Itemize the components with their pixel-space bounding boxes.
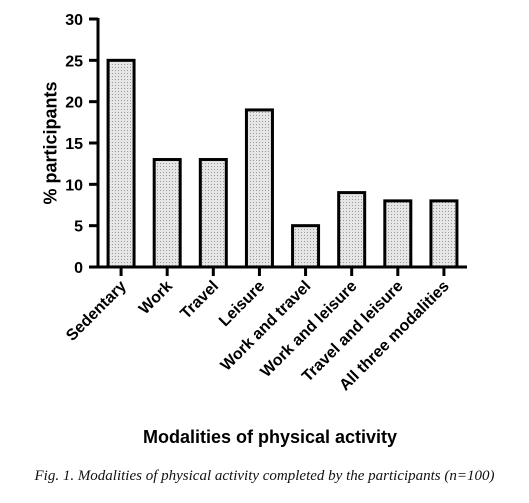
y-tick-label: 5 — [74, 219, 83, 236]
y-tick-label: 25 — [65, 53, 83, 70]
bar-chart: 0 5 10 15 20 25 30 Sedentary Work TravelLeisureW… — [40, 12, 467, 447]
x-tick-label: Sedentary — [63, 278, 130, 345]
x-tick-label: Work — [136, 278, 176, 318]
bar — [429, 199, 459, 269]
bar — [337, 191, 367, 269]
figure-caption: Fig. 1. Modalities of physical activity … — [34, 468, 495, 484]
y-tick-label: 0 — [74, 260, 83, 277]
y-tick-label: 30 — [65, 12, 83, 29]
y-tick-label: 20 — [65, 95, 83, 112]
bar — [291, 224, 321, 269]
bar — [244, 108, 274, 269]
bar — [106, 58, 136, 269]
bar — [152, 158, 182, 269]
y-ticks-group: 0 5 10 15 20 25 30 — [65, 12, 98, 277]
bars-group — [106, 58, 459, 269]
y-tick-label: 15 — [65, 136, 83, 153]
bar — [198, 158, 228, 269]
bar — [383, 199, 413, 269]
y-axis-title: % participants — [40, 81, 60, 204]
x-axis-title: Modalities of physical activity — [143, 427, 397, 447]
x-tick-label: Travel — [177, 278, 222, 323]
y-tick-label: 10 — [65, 177, 83, 194]
